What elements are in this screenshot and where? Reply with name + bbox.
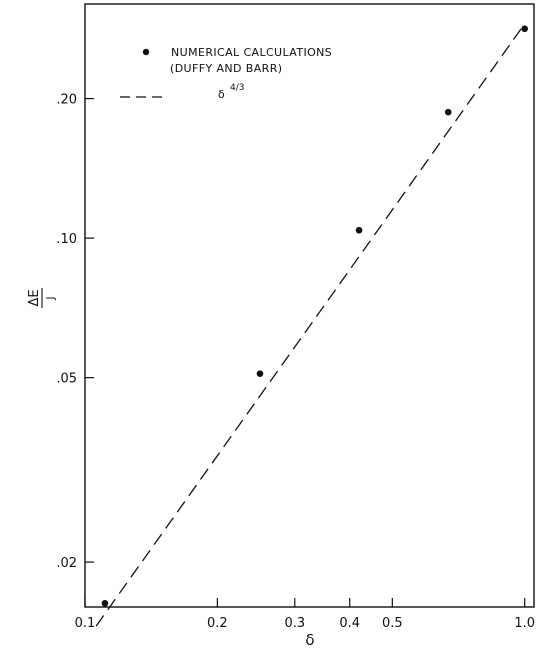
x-tick-label: 0.4 bbox=[339, 616, 360, 631]
x-tick-label: 0.3 bbox=[284, 616, 305, 631]
x-tick-label: 1.0 bbox=[514, 616, 535, 631]
plot-frame bbox=[84, 3, 535, 608]
x-tick-label: 0.5 bbox=[382, 616, 403, 631]
fit-line-series bbox=[95, 23, 526, 627]
y-tick-label: .02 bbox=[56, 556, 77, 571]
data-point bbox=[256, 370, 264, 377]
legend-label-points-line2: (DUFFY AND BARR) bbox=[170, 62, 282, 75]
data-point bbox=[521, 25, 528, 33]
legend-label-points: NUMERICAL CALCULATIONS bbox=[171, 46, 332, 59]
legend: NUMERICAL CALCULATIONS (DUFFY AND BARR) … bbox=[120, 46, 332, 101]
y-axis: .02 .05 .10 .20 bbox=[56, 93, 94, 571]
legend-label-line: δ bbox=[218, 88, 225, 101]
x-axis-label: δ bbox=[305, 631, 314, 649]
x-axis: 0.1 0.2 0.3 0.4 0.5 1.0 bbox=[75, 598, 535, 631]
data-point bbox=[355, 226, 363, 234]
x-tick-label: 0.2 bbox=[207, 616, 228, 631]
y-tick-label: .10 bbox=[56, 232, 77, 247]
x-tick-label: 0.1 bbox=[75, 616, 96, 631]
legend-dot-marker bbox=[142, 48, 150, 56]
legend-label-line-superscript: 4/3 bbox=[230, 83, 244, 93]
y-axis-label: ΔE J bbox=[27, 288, 57, 308]
y-tick-label: .05 bbox=[56, 372, 77, 387]
y-tick-label: .20 bbox=[56, 93, 77, 108]
data-point bbox=[101, 599, 109, 607]
y-axis-label-numerator: ΔE bbox=[27, 289, 42, 306]
data-points-series bbox=[101, 25, 528, 607]
data-point bbox=[444, 108, 452, 116]
y-axis-label-denominator: J bbox=[44, 296, 57, 300]
fit-line bbox=[95, 23, 526, 627]
